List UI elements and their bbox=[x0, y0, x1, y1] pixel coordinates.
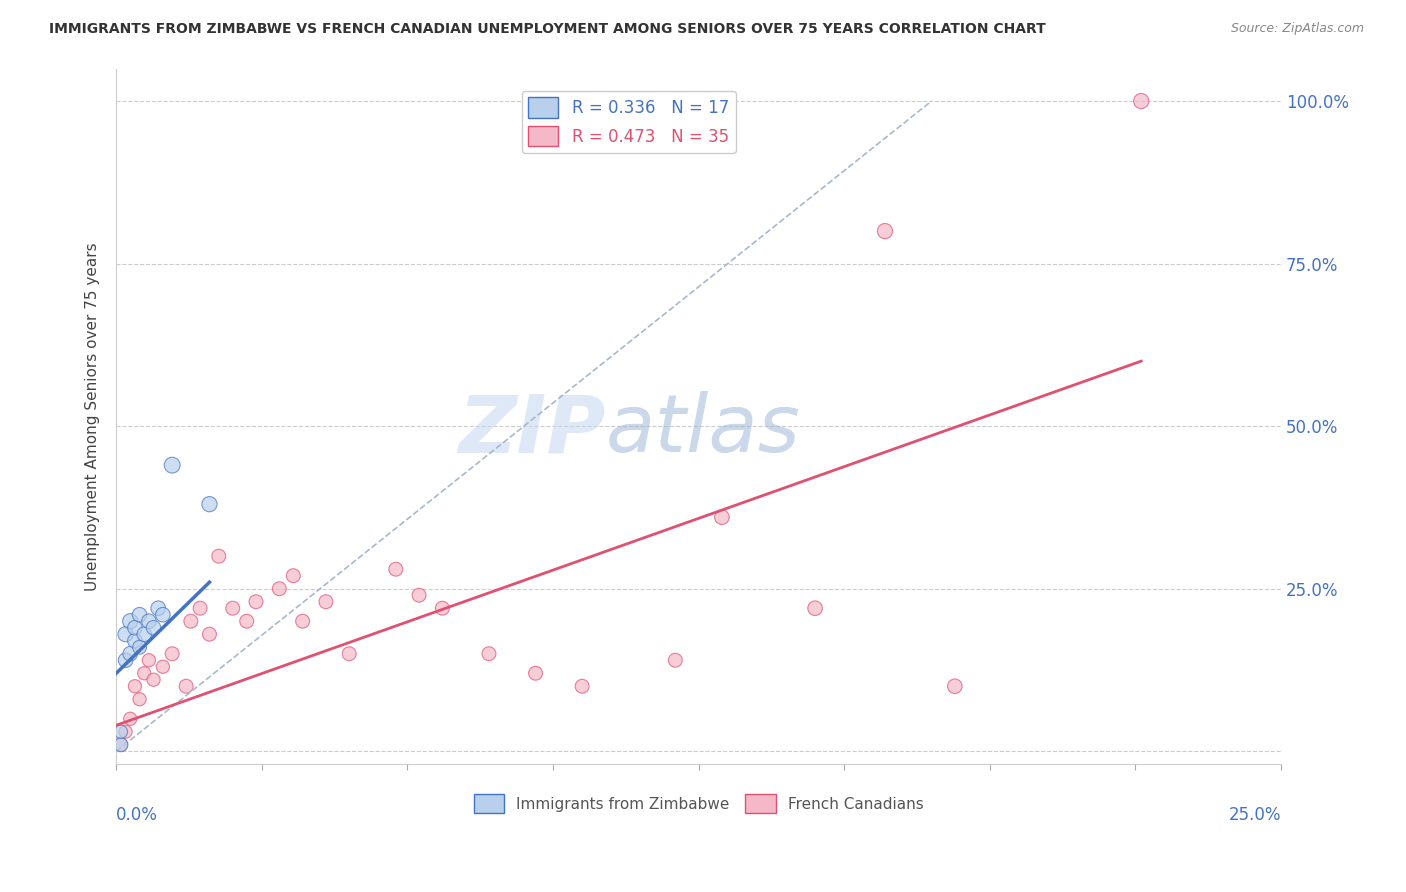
Point bbox=[804, 601, 827, 615]
Point bbox=[114, 724, 136, 739]
Point bbox=[873, 224, 896, 238]
Text: 25.0%: 25.0% bbox=[1229, 806, 1281, 824]
Point bbox=[174, 679, 197, 693]
Point bbox=[120, 647, 142, 661]
Point bbox=[1130, 94, 1153, 108]
Point bbox=[198, 497, 221, 511]
Point bbox=[128, 607, 150, 622]
Point bbox=[160, 458, 183, 472]
Point bbox=[128, 640, 150, 655]
Point bbox=[128, 692, 150, 706]
Point bbox=[571, 679, 593, 693]
Point bbox=[120, 614, 142, 628]
Point bbox=[142, 621, 165, 635]
Point bbox=[710, 510, 733, 524]
Point bbox=[269, 582, 291, 596]
Point bbox=[180, 614, 202, 628]
Text: ZIP: ZIP bbox=[458, 392, 606, 469]
Point bbox=[124, 633, 146, 648]
Point bbox=[385, 562, 408, 576]
Point bbox=[291, 614, 314, 628]
Point bbox=[142, 673, 165, 687]
Legend: Immigrants from Zimbabwe, French Canadians: Immigrants from Zimbabwe, French Canadia… bbox=[468, 789, 929, 819]
Point bbox=[152, 659, 174, 673]
Point bbox=[138, 614, 160, 628]
Point bbox=[110, 724, 132, 739]
Point bbox=[245, 595, 267, 609]
Point bbox=[134, 666, 156, 681]
Point bbox=[208, 549, 231, 564]
Point bbox=[120, 712, 142, 726]
Point bbox=[337, 647, 360, 661]
Point bbox=[408, 588, 430, 602]
Point bbox=[664, 653, 686, 667]
Y-axis label: Unemployment Among Seniors over 75 years: Unemployment Among Seniors over 75 years bbox=[86, 242, 100, 591]
Point bbox=[222, 601, 245, 615]
Text: Source: ZipAtlas.com: Source: ZipAtlas.com bbox=[1230, 22, 1364, 36]
Point bbox=[124, 621, 146, 635]
Point bbox=[198, 627, 221, 641]
Point bbox=[524, 666, 547, 681]
Point bbox=[160, 647, 183, 661]
Text: atlas: atlas bbox=[606, 392, 800, 469]
Point bbox=[110, 738, 132, 752]
Point bbox=[110, 738, 132, 752]
Point bbox=[283, 568, 305, 582]
Text: 0.0%: 0.0% bbox=[117, 806, 157, 824]
Point bbox=[432, 601, 454, 615]
Point bbox=[148, 601, 170, 615]
Point bbox=[235, 614, 257, 628]
Point bbox=[315, 595, 337, 609]
Point bbox=[124, 679, 146, 693]
Point bbox=[134, 627, 156, 641]
Text: IMMIGRANTS FROM ZIMBABWE VS FRENCH CANADIAN UNEMPLOYMENT AMONG SENIORS OVER 75 Y: IMMIGRANTS FROM ZIMBABWE VS FRENCH CANAD… bbox=[49, 22, 1046, 37]
Point bbox=[114, 653, 136, 667]
Point bbox=[478, 647, 501, 661]
Point bbox=[188, 601, 211, 615]
Point bbox=[152, 607, 174, 622]
Point bbox=[138, 653, 160, 667]
Point bbox=[943, 679, 966, 693]
Point bbox=[114, 627, 136, 641]
